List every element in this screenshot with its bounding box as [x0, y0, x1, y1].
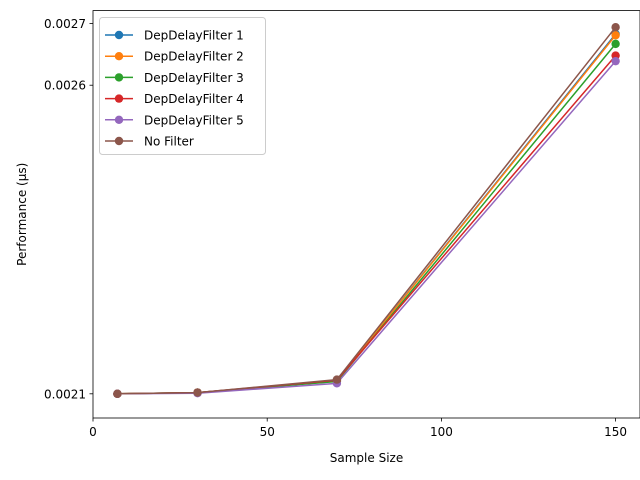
data-point [611, 39, 620, 49]
y-tick-label: 0.0026 [44, 79, 86, 93]
x-axis-label: Sample Size [330, 451, 403, 465]
legend-label: DepDelayFilter 1 [144, 29, 244, 43]
legend-swatch-marker [114, 30, 124, 40]
legend-swatch-marker [114, 52, 124, 61]
legend-item: DepDelayFilter 2 [105, 50, 244, 64]
legend-swatch-marker [114, 73, 124, 82]
legend-swatch-marker [114, 94, 124, 103]
x-tick-label: 100 [430, 425, 453, 439]
data-point [611, 31, 620, 40]
legend-frame [99, 17, 266, 155]
legend-item: DepDelayFilter 5 [105, 113, 244, 127]
series-line [117, 26, 617, 395]
legend-label: DepDelayFilter 2 [144, 50, 244, 64]
legend-label: DepDelayFilter 5 [144, 113, 244, 127]
data-point [193, 388, 202, 397]
data-point [113, 389, 122, 399]
legend-swatch-marker [114, 136, 124, 146]
series-6 [113, 23, 620, 399]
data-point [332, 375, 342, 384]
legend-items: DepDelayFilter 1 DepDelayFilter 2 DepDelay… [105, 29, 244, 149]
data-point [611, 23, 620, 32]
data-point [611, 56, 620, 66]
legend-label: DepDelayFilter 3 [144, 71, 244, 85]
ticks-layer: 0 50 100 150 0.0021 0.0026 0.0027 [44, 17, 627, 439]
legend-item: DepDelayFilter 1 [105, 29, 244, 43]
legend: DepDelayFilter 1 DepDelayFilter 2 DepDelay… [99, 17, 266, 155]
legend-item: No Filter [105, 135, 194, 149]
y-axis-label: Performance (μs) [15, 163, 29, 266]
legend-label: No Filter [144, 135, 194, 149]
x-tick-label: 50 [260, 425, 275, 439]
y-tick-label: 0.0027 [44, 17, 86, 31]
series-layer [113, 23, 620, 399]
legend-item: DepDelayFilter 3 [105, 71, 244, 85]
legend-label: DepDelayFilter 4 [144, 92, 244, 106]
plot-frame [92, 10, 640, 419]
x-tick-label: 0 [89, 425, 97, 439]
x-tick-label: 150 [604, 425, 627, 439]
y-tick-label: 0.0021 [44, 387, 86, 401]
legend-item: DepDelayFilter 4 [105, 92, 244, 106]
legend-swatch-marker [114, 115, 124, 125]
